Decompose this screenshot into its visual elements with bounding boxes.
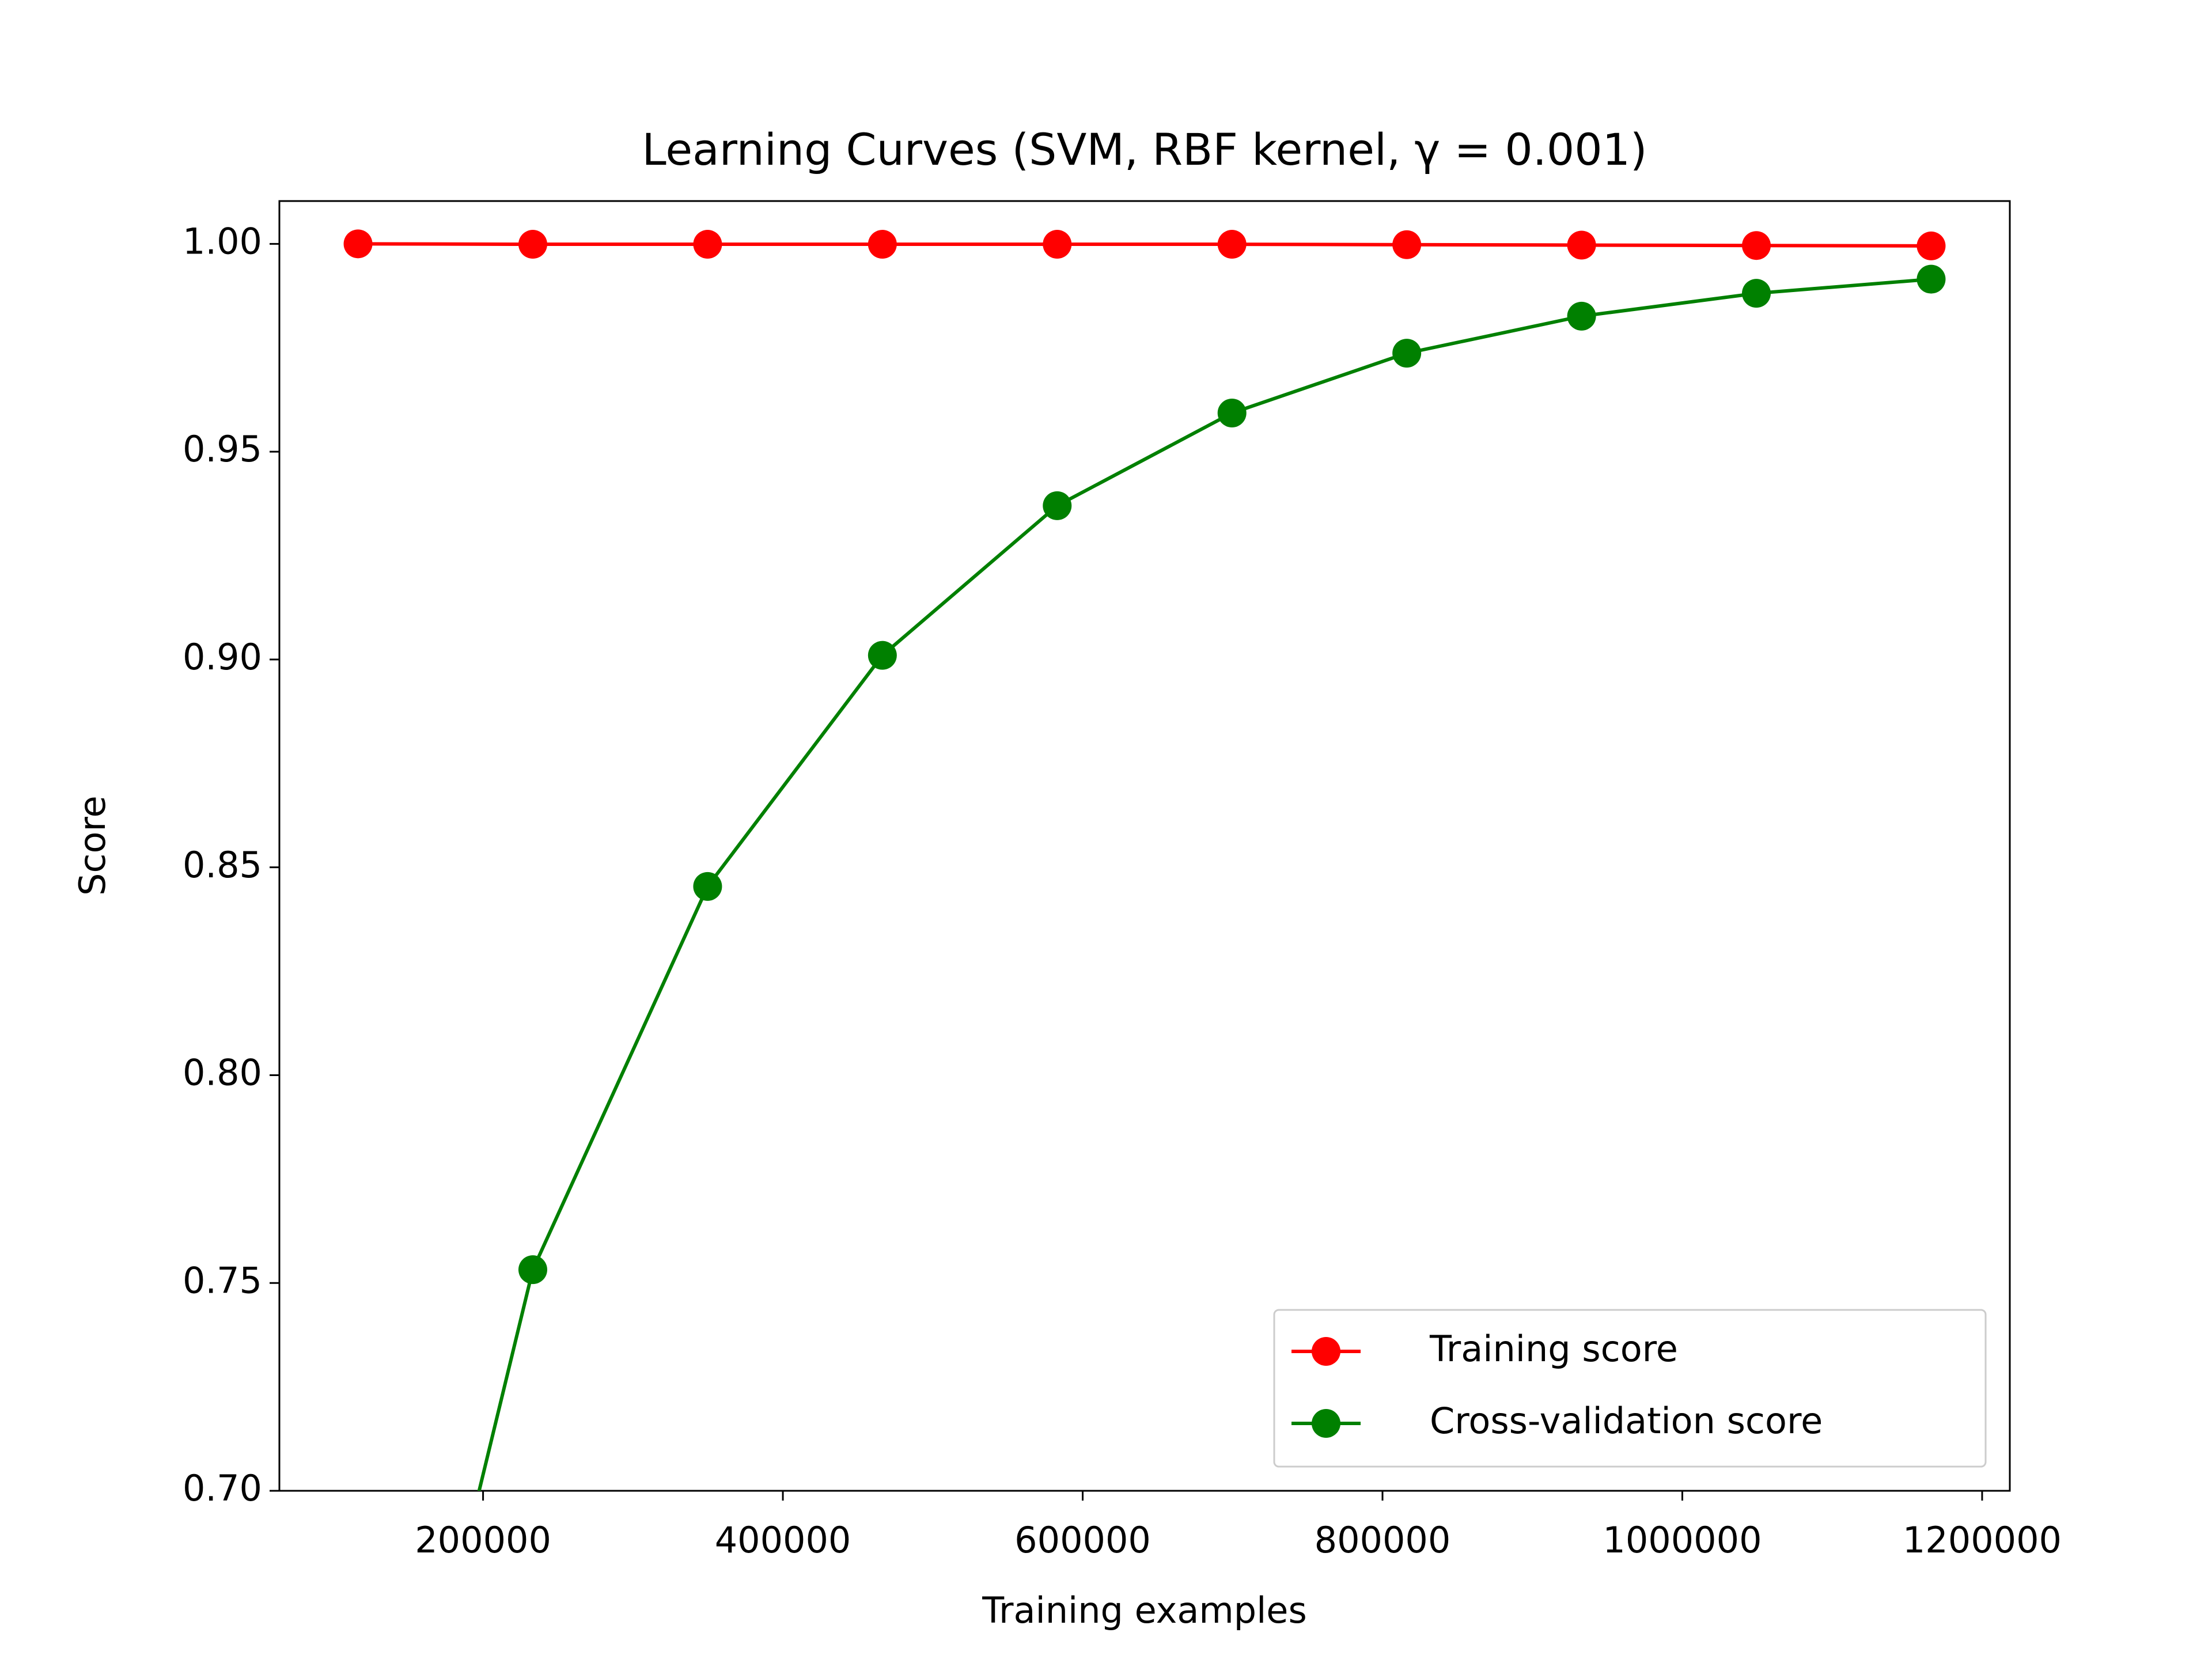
data-point — [1567, 230, 1596, 260]
legend-marker — [1312, 1337, 1340, 1366]
series-line — [358, 242, 1931, 248]
legend-label: Cross-validation score — [1430, 1400, 1823, 1442]
x-tick-label: 400000 — [715, 1519, 851, 1561]
y-tick-label: 0.95 — [183, 428, 262, 470]
y-tick-label: 0.75 — [183, 1259, 262, 1301]
data-point — [518, 230, 547, 259]
legend-marker — [1312, 1409, 1340, 1438]
x-tick-label: 200000 — [415, 1519, 551, 1561]
x-tick-label: 1200000 — [1903, 1519, 2062, 1561]
data-point — [343, 229, 373, 259]
legend-label: Training score — [1429, 1328, 1678, 1370]
x-tick-label: 800000 — [1315, 1519, 1451, 1561]
plot-area — [343, 229, 1946, 1491]
y-tick-label: 0.85 — [183, 844, 262, 886]
data-point — [868, 641, 897, 670]
x-axis-label: Training examples — [982, 1589, 1307, 1631]
data-point — [1392, 230, 1422, 259]
x-tick-label: 600000 — [1014, 1519, 1151, 1561]
x-tick-label: 1000000 — [1603, 1519, 1762, 1561]
data-point — [1217, 398, 1247, 427]
y-axis-label: Score — [71, 796, 113, 896]
y-tick-label: 0.80 — [183, 1052, 262, 1094]
y-tick-label: 1.00 — [183, 220, 262, 262]
plot-frame — [278, 200, 2011, 1492]
data-point — [1916, 264, 1946, 294]
data-point — [518, 1255, 547, 1285]
y-tick-label: 0.90 — [183, 636, 262, 678]
data-point — [693, 230, 722, 259]
y-tick-label: 0.70 — [183, 1467, 262, 1509]
data-point — [1043, 491, 1072, 520]
data-point — [868, 230, 897, 259]
series-line — [477, 277, 1931, 1491]
data-point — [1916, 231, 1946, 260]
legend-box — [1273, 1309, 1987, 1468]
chart-title: Learning Curves (SVM, RBF kernel, γ = 0.… — [642, 124, 1647, 175]
data-point — [1567, 301, 1596, 331]
data-point — [1742, 231, 1771, 260]
data-point — [693, 872, 722, 901]
data-point — [1043, 230, 1072, 259]
data-point — [1217, 230, 1247, 259]
data-point — [1742, 279, 1771, 308]
data-point — [1392, 339, 1422, 368]
